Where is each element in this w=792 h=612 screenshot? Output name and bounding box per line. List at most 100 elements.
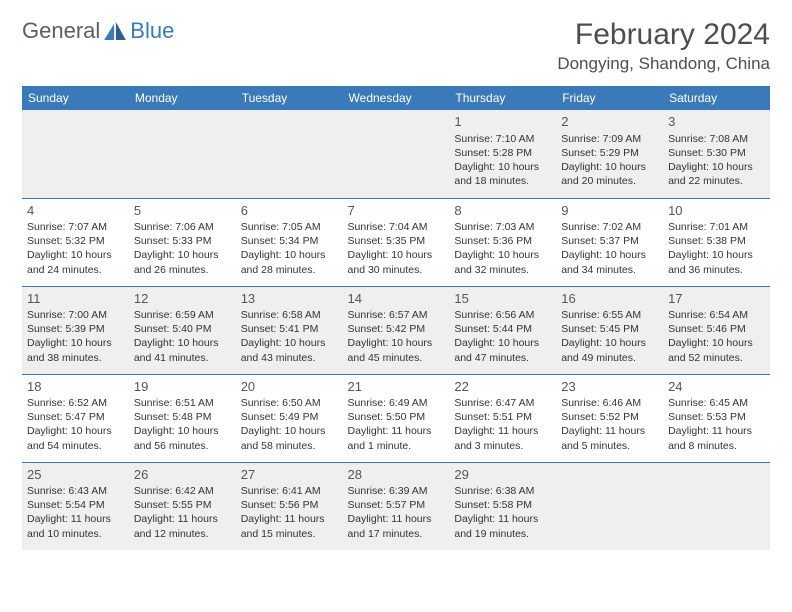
day-detail: Sunset: 5:49 PM [241, 410, 338, 424]
day-detail: Sunrise: 7:05 AM [241, 220, 338, 234]
logo-sail-icon [104, 22, 126, 40]
day-header: Monday [129, 86, 236, 110]
calendar-cell: 13Sunrise: 6:58 AMSunset: 5:41 PMDayligh… [236, 286, 343, 374]
calendar-cell: 24Sunrise: 6:45 AMSunset: 5:53 PMDayligh… [663, 374, 770, 462]
day-detail: Sunrise: 6:54 AM [668, 308, 765, 322]
location: Dongying, Shandong, China [557, 54, 770, 74]
day-detail: Sunset: 5:29 PM [561, 146, 658, 160]
day-detail: Sunset: 5:51 PM [454, 410, 551, 424]
day-detail: and 5 minutes. [561, 439, 658, 453]
day-detail: and 3 minutes. [454, 439, 551, 453]
day-detail: Daylight: 11 hours [134, 512, 231, 526]
day-detail: and 18 minutes. [454, 174, 551, 188]
day-detail: Sunset: 5:35 PM [348, 234, 445, 248]
day-detail: Sunset: 5:52 PM [561, 410, 658, 424]
day-detail: Daylight: 10 hours [241, 336, 338, 350]
day-detail: and 34 minutes. [561, 263, 658, 277]
day-detail: Sunrise: 6:57 AM [348, 308, 445, 322]
calendar-week: 25Sunrise: 6:43 AMSunset: 5:54 PMDayligh… [22, 462, 770, 550]
day-detail: Daylight: 10 hours [27, 424, 124, 438]
day-detail: Daylight: 10 hours [241, 248, 338, 262]
day-detail: Sunrise: 6:59 AM [134, 308, 231, 322]
day-detail: Sunset: 5:28 PM [454, 146, 551, 160]
day-detail: Sunset: 5:45 PM [561, 322, 658, 336]
day-header: Tuesday [236, 86, 343, 110]
calendar-cell: 26Sunrise: 6:42 AMSunset: 5:55 PMDayligh… [129, 462, 236, 550]
day-detail: Sunset: 5:38 PM [668, 234, 765, 248]
title-block: February 2024 Dongying, Shandong, China [557, 18, 770, 74]
day-detail: Sunrise: 6:50 AM [241, 396, 338, 410]
day-detail: Sunrise: 6:39 AM [348, 484, 445, 498]
day-number: 14 [348, 290, 445, 308]
day-detail: and 12 minutes. [134, 527, 231, 541]
calendar-cell: 27Sunrise: 6:41 AMSunset: 5:56 PMDayligh… [236, 462, 343, 550]
day-detail: Sunset: 5:37 PM [561, 234, 658, 248]
day-detail: and 58 minutes. [241, 439, 338, 453]
day-detail: Daylight: 10 hours [454, 160, 551, 174]
day-number: 4 [27, 202, 124, 220]
day-detail: Sunrise: 6:45 AM [668, 396, 765, 410]
logo-text-2: Blue [130, 18, 174, 44]
day-number: 1 [454, 113, 551, 131]
day-detail: and 20 minutes. [561, 174, 658, 188]
calendar-cell: 4Sunrise: 7:07 AMSunset: 5:32 PMDaylight… [22, 198, 129, 286]
day-number: 16 [561, 290, 658, 308]
calendar-week: 4Sunrise: 7:07 AMSunset: 5:32 PM Daylight… [22, 198, 770, 286]
calendar-cell: 28Sunrise: 6:39 AMSunset: 5:57 PMDayligh… [343, 462, 450, 550]
day-detail: and 15 minutes. [241, 527, 338, 541]
day-number: 7 [348, 202, 445, 220]
day-detail: Sunrise: 6:47 AM [454, 396, 551, 410]
calendar-cell: 16Sunrise: 6:55 AMSunset: 5:45 PMDayligh… [556, 286, 663, 374]
day-detail: Sunrise: 6:49 AM [348, 396, 445, 410]
day-number: 6 [241, 202, 338, 220]
day-detail: Sunrise: 7:09 AM [561, 132, 658, 146]
day-detail: and 1 minute. [348, 439, 445, 453]
day-detail: Sunset: 5:32 PM [27, 234, 124, 248]
day-detail: Daylight: 10 hours [561, 248, 658, 262]
day-detail: and 24 minutes. [27, 263, 124, 277]
day-detail: Sunrise: 7:10 AM [454, 132, 551, 146]
calendar-week: 18Sunrise: 6:52 AMSunset: 5:47 PMDayligh… [22, 374, 770, 462]
day-detail: Sunrise: 7:07 AM [27, 220, 124, 234]
day-detail: Sunrise: 7:00 AM [27, 308, 124, 322]
calendar-cell: 12Sunrise: 6:59 AMSunset: 5:40 PMDayligh… [129, 286, 236, 374]
calendar-cell: 10Sunrise: 7:01 AMSunset: 5:38 PMDayligh… [663, 198, 770, 286]
calendar-cell: 14Sunrise: 6:57 AMSunset: 5:42 PMDayligh… [343, 286, 450, 374]
day-detail: Sunrise: 6:51 AM [134, 396, 231, 410]
day-detail: and 38 minutes. [27, 351, 124, 365]
calendar-week: 11Sunrise: 7:00 AMSunset: 5:39 PMDayligh… [22, 286, 770, 374]
day-detail: Sunset: 5:36 PM [454, 234, 551, 248]
day-detail: Daylight: 11 hours [668, 424, 765, 438]
day-detail: and 17 minutes. [348, 527, 445, 541]
day-detail: Daylight: 11 hours [27, 512, 124, 526]
day-number: 24 [668, 378, 765, 396]
day-detail: Sunset: 5:41 PM [241, 322, 338, 336]
day-number: 2 [561, 113, 658, 131]
day-detail: Sunrise: 7:06 AM [134, 220, 231, 234]
day-detail: Sunset: 5:53 PM [668, 410, 765, 424]
calendar-cell [22, 110, 129, 198]
calendar-cell [343, 110, 450, 198]
day-detail: Daylight: 10 hours [668, 336, 765, 350]
logo-text-1: General [22, 18, 100, 44]
day-detail: Daylight: 10 hours [668, 248, 765, 262]
day-header: Wednesday [343, 86, 450, 110]
day-detail: Daylight: 10 hours [454, 336, 551, 350]
day-detail: Sunrise: 7:03 AM [454, 220, 551, 234]
day-detail: Daylight: 10 hours [561, 336, 658, 350]
calendar-cell: 11Sunrise: 7:00 AMSunset: 5:39 PMDayligh… [22, 286, 129, 374]
day-number: 20 [241, 378, 338, 396]
calendar-cell: 15Sunrise: 6:56 AMSunset: 5:44 PMDayligh… [449, 286, 556, 374]
day-number: 10 [668, 202, 765, 220]
day-header: Sunday [22, 86, 129, 110]
calendar-cell [236, 110, 343, 198]
calendar-table: Sunday Monday Tuesday Wednesday Thursday… [22, 86, 770, 550]
day-detail: Daylight: 10 hours [134, 336, 231, 350]
calendar-cell: 22Sunrise: 6:47 AMSunset: 5:51 PMDayligh… [449, 374, 556, 462]
calendar-cell: 19Sunrise: 6:51 AMSunset: 5:48 PMDayligh… [129, 374, 236, 462]
day-detail: and 30 minutes. [348, 263, 445, 277]
day-number: 9 [561, 202, 658, 220]
day-detail: Daylight: 11 hours [348, 424, 445, 438]
day-detail: and 32 minutes. [454, 263, 551, 277]
day-detail: Daylight: 10 hours [134, 248, 231, 262]
